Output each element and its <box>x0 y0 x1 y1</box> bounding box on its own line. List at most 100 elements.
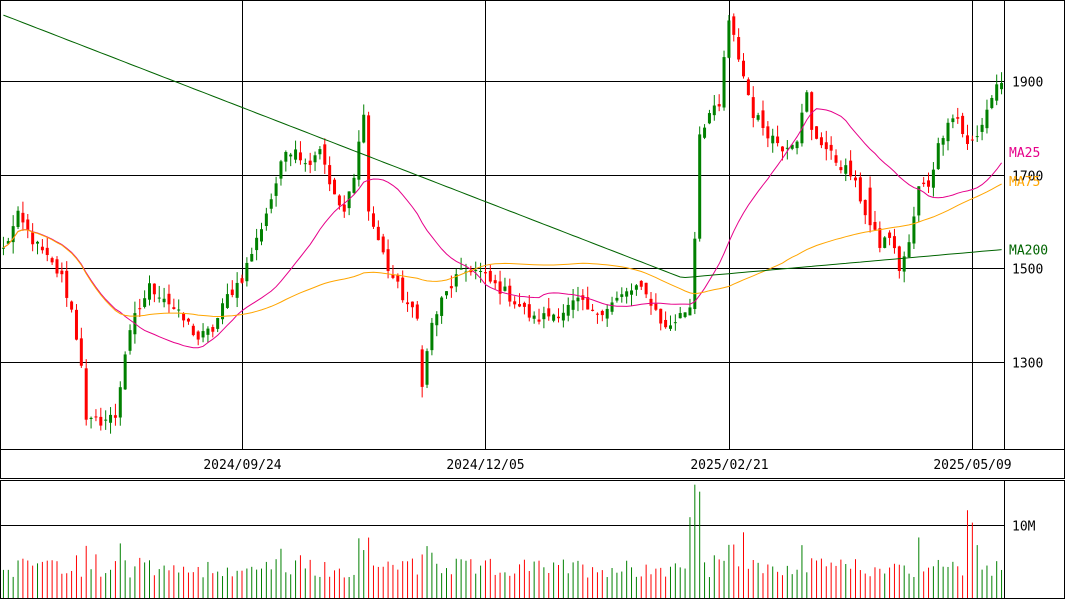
price-tick-label: 1300 <box>1012 357 1043 372</box>
candle-body <box>683 312 687 317</box>
candle-body <box>294 149 298 160</box>
candle-body <box>600 310 604 316</box>
candle-body <box>985 109 989 129</box>
candle-body <box>547 308 551 317</box>
candle-body <box>357 141 361 180</box>
candle-body <box>206 328 210 335</box>
candle-body <box>888 232 892 238</box>
ma-line-ma200 <box>3 14 1002 279</box>
candle-body <box>883 237 887 248</box>
candle-body <box>586 297 590 310</box>
candle-body <box>123 354 127 390</box>
candle-body <box>177 309 181 311</box>
candle-body <box>459 268 463 270</box>
candle-body <box>284 151 288 162</box>
ma-legend-ma75: MA75 <box>1009 175 1040 190</box>
price-tick-label: 1700 <box>1012 170 1043 185</box>
candle-body <box>995 84 999 101</box>
candle-body <box>571 300 575 310</box>
candle-body <box>367 115 371 212</box>
candle-body <box>975 136 979 138</box>
candle-body <box>552 314 556 321</box>
candle-body <box>868 187 872 226</box>
candle-body <box>931 169 935 188</box>
date-tick-label: 2024/09/24 <box>203 458 281 473</box>
candle-body <box>829 144 833 151</box>
candle-body <box>250 253 254 262</box>
candle-body <box>50 258 54 263</box>
candle-body <box>493 280 497 284</box>
candle-body <box>157 297 161 299</box>
candle-body <box>917 186 921 216</box>
candle-body <box>790 144 794 149</box>
candle-body <box>264 213 268 227</box>
candle-body <box>780 146 784 152</box>
candle-body <box>522 302 526 307</box>
candle-body <box>342 204 346 212</box>
candle-body <box>45 247 49 256</box>
candle-body <box>527 304 531 318</box>
candle-body <box>785 147 789 149</box>
candle-body <box>362 114 366 143</box>
candle-body <box>55 259 59 274</box>
candle-body <box>255 237 259 251</box>
candle-body <box>615 297 619 301</box>
candle-body <box>576 297 580 302</box>
candle-body <box>892 236 896 249</box>
date-tick-label: 2025/02/21 <box>690 458 768 473</box>
date-axis-labels: 2024/09/24 2024/12/05 2025/02/21 2025/05/09 <box>203 458 1011 473</box>
candle-body <box>337 195 341 206</box>
candle-body <box>225 294 229 308</box>
candle-body <box>737 37 741 60</box>
candle-body <box>425 351 429 385</box>
candle-body <box>761 110 765 128</box>
candle-body <box>508 285 512 302</box>
candle-body <box>844 165 848 174</box>
candle-body <box>498 281 502 294</box>
candle-body <box>74 309 78 340</box>
candle-body <box>211 327 215 332</box>
candle-body <box>230 289 234 296</box>
candle-body <box>727 20 731 58</box>
candle-body <box>751 97 755 119</box>
candle-body <box>659 308 663 324</box>
price-tick-label: 1900 <box>1012 76 1043 91</box>
candle-body <box>561 312 565 321</box>
candle-body <box>518 304 522 307</box>
moving-average-legend: MA25 MA75 MA200 <box>1009 146 1048 259</box>
candle-body <box>595 313 599 315</box>
candle-body <box>922 182 926 185</box>
price-axis-labels: 1300 1500 1700 1900 <box>1012 76 1043 372</box>
candle-body <box>488 270 492 282</box>
price-tick-label: 1500 <box>1012 263 1043 278</box>
candle-body <box>401 277 405 301</box>
candle-body <box>605 308 609 319</box>
candle-body <box>454 274 458 287</box>
candle-body <box>819 137 823 146</box>
candle-body <box>99 416 103 426</box>
grid-lines <box>1 1 1004 526</box>
candle-body <box>873 221 877 230</box>
candle-body <box>201 331 205 338</box>
candle-body <box>26 219 30 231</box>
candle-body <box>839 167 843 171</box>
candle-body <box>79 338 83 366</box>
candle-body <box>410 301 414 308</box>
candle-body <box>941 138 945 145</box>
candle-body <box>274 183 278 196</box>
candle-body <box>440 297 444 316</box>
volume-tick-label: 10M <box>1012 520 1036 535</box>
ma-line-ma75 <box>3 183 1002 318</box>
candle-body <box>94 416 98 418</box>
candle-body <box>849 160 853 177</box>
candle-body <box>634 285 638 290</box>
candle-body <box>167 293 171 305</box>
candle-body <box>89 417 93 419</box>
candle-body <box>11 226 15 243</box>
candle-body <box>756 115 760 120</box>
candle-body <box>415 304 419 319</box>
candle-body <box>591 309 595 311</box>
candle-body <box>323 144 327 165</box>
candle-body <box>858 177 862 202</box>
